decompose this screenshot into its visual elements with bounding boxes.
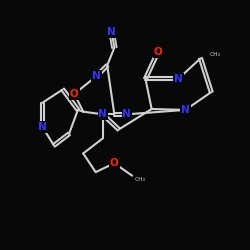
Text: N: N xyxy=(38,122,47,132)
Text: N: N xyxy=(92,71,101,81)
Text: N: N xyxy=(98,109,107,119)
Text: CH₃: CH₃ xyxy=(210,52,220,58)
Text: O: O xyxy=(110,158,119,168)
Text: N: N xyxy=(174,74,183,84)
Text: CH₃: CH₃ xyxy=(135,177,146,182)
Text: O: O xyxy=(154,47,162,57)
Text: O: O xyxy=(70,89,79,99)
Text: N: N xyxy=(107,27,116,37)
Text: N: N xyxy=(181,105,190,115)
Text: N: N xyxy=(122,109,131,119)
